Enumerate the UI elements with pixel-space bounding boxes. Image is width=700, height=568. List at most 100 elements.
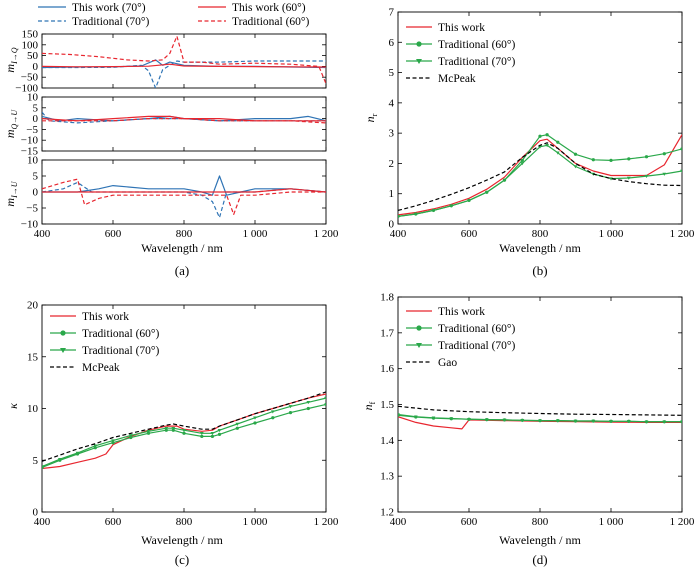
series-line-a_bot-2 (42, 188, 326, 193)
legend-b: This work Traditional (60°) Traditional (7… (406, 22, 515, 85)
svg-text:nf: nf (361, 401, 377, 410)
svg-text:κ: κ (6, 403, 20, 409)
caption-a: (a) (175, 263, 189, 278)
ylabel-a-bot: mI→U (3, 180, 19, 206)
legend-a-item-this-work-60: This work (60°) (198, 2, 306, 14)
legend-label-b-1: Traditional (60°) (438, 39, 515, 51)
xtick-label-c: 600 (105, 516, 122, 528)
panel-a-bottom-mIU: −10 −5 0 5 10 400 600 800 1 000 1 200 (21, 155, 339, 241)
ytick-label-d: 1.2 (380, 507, 394, 519)
legend-label-c-3: McPeak (82, 362, 120, 374)
ytick-label-d: 1.7 (380, 327, 394, 339)
legend-label-c-0: This work (82, 311, 129, 323)
xtick-label-d: 1 000 (599, 516, 624, 528)
ylabel-a-top: mI→Q (3, 47, 19, 72)
ytick-label-a_bot: 10 (27, 155, 39, 167)
series-line-d-3 (398, 405, 682, 416)
ytick-label-a_bot: −10 (21, 219, 39, 231)
ytick-label-c: 0 (33, 507, 39, 519)
ytick-label-a_top: 100 (22, 39, 39, 51)
ytick-label-a_bot: 5 (33, 171, 39, 183)
ytick-label-b: 3 (389, 128, 395, 140)
series-line-a_top-2 (42, 63, 326, 68)
svg-text:mI→U: mI→U (3, 180, 19, 206)
legend-c: This work Traditional (60°) Traditional (7… (50, 311, 159, 374)
xlabel-c: Wavelength / nm (141, 533, 223, 547)
xtick-label-c: 800 (176, 516, 193, 528)
ytick-label-b: 0 (389, 219, 395, 231)
ytick-label-b: 1 (389, 188, 395, 200)
xtick-label-a_bot: 1 200 (314, 228, 339, 240)
series-line-c-2 (42, 396, 326, 469)
series-line-d-2 (398, 413, 682, 424)
ylabel-d: nf (361, 401, 377, 410)
ytick-label-d: 1.3 (380, 471, 394, 483)
ytick-label-a_mid: −5 (26, 124, 38, 136)
xtick-label-d: 800 (532, 516, 549, 528)
ytick-label-d: 1.4 (380, 435, 394, 447)
legend-label-c-2: Traditional (70°) (82, 345, 159, 357)
series-group-a_bot (42, 175, 326, 219)
legend-a-item-this-work-70: This work (70°) (38, 2, 146, 14)
ytick-label-a_mid: 0 (33, 113, 39, 125)
ytick-label-b: 7 (389, 7, 395, 19)
plot-frame-a_mid (41, 96, 327, 152)
legend-a: This work (70°) Traditional (70°) This w… (38, 2, 309, 28)
ytick-label-a_top: 150 (22, 29, 39, 41)
legend-label-d-3: Gao (438, 357, 457, 369)
xtick-label-a_bot: 600 (105, 228, 122, 240)
xtick-label-a_bot: 400 (34, 228, 51, 240)
series-group-b (398, 133, 682, 219)
xtick-label-c: 400 (34, 516, 51, 528)
series-line-a_bot-0 (42, 175, 326, 196)
panel-c-kappa: 0 5 10 15 20 400 600 800 1 000 1 200 This work Trad… (27, 300, 339, 529)
svg-text:mI→Q: mI→Q (3, 47, 19, 72)
caption-d: (d) (532, 552, 547, 567)
xtick-label-b: 400 (390, 228, 407, 240)
series-line-a_bot-1 (42, 181, 326, 219)
ytick-label-c: 20 (27, 300, 39, 312)
xtick-label-a_bot: 1 000 (243, 228, 268, 240)
xtick-label-d: 600 (461, 516, 478, 528)
xtick-label-b: 1 200 (670, 228, 695, 240)
series-line-b-2 (398, 144, 682, 219)
ytick-label-c: 15 (27, 351, 39, 363)
legend-label-b-3: McPeak (438, 73, 476, 85)
series-line-c-1 (42, 402, 326, 470)
series-line-a_top-1 (42, 60, 326, 88)
legend-d: This work Traditional (60°) Traditional (7… (406, 306, 515, 369)
series-group-a_top (42, 35, 326, 88)
ytick-label-d: 1.8 (380, 292, 394, 304)
xlabel-a: Wavelength / nm (141, 241, 223, 255)
legend-label-b-0: This work (438, 22, 485, 34)
series-line-b-3 (398, 142, 682, 211)
ytick-label-b: 6 (389, 37, 395, 49)
series-line-a_top-3 (42, 35, 326, 84)
legend-label-b-2: Traditional (70°) (438, 56, 515, 68)
panel-d-nf: 1.2 1.3 1.4 1.5 1.6 1.7 1.8 400 600 800 1 000 1 200… (380, 292, 695, 529)
legend-marker-circle (416, 325, 422, 331)
series-group-d (398, 405, 682, 430)
legend-a-item-traditional-70: Traditional (70°) (38, 16, 149, 28)
ytick-label-c: 5 (33, 455, 39, 467)
series-group-a_mid (42, 111, 326, 124)
series-line-c-0 (42, 393, 326, 470)
legend-label-d-2: Traditional (70°) (438, 340, 515, 352)
ylabel-b: nr (363, 113, 379, 122)
ytick-label-a_bot: 0 (33, 187, 39, 199)
ytick-label-a_mid: −15 (21, 146, 39, 158)
legend-a-label-traditional-60: Traditional (60°) (232, 16, 309, 28)
ytick-label-b: 4 (389, 97, 395, 109)
ytick-label-a_mid: 10 (27, 92, 39, 104)
ytick-label-a_mid: −10 (21, 135, 39, 147)
xtick-label-c: 1 200 (314, 516, 339, 528)
xtick-label-b: 800 (532, 228, 549, 240)
ylabel-c: κ (6, 403, 20, 409)
legend-marker-circle (416, 41, 422, 47)
caption-c: (c) (175, 552, 189, 567)
xtick-label-b: 600 (461, 228, 478, 240)
ytick-label-d: 1.6 (380, 363, 394, 375)
xtick-label-a_bot: 800 (176, 228, 193, 240)
legend-a-label-this-work-60: This work (60°) (232, 2, 306, 14)
xtick-label-b: 1 000 (599, 228, 624, 240)
